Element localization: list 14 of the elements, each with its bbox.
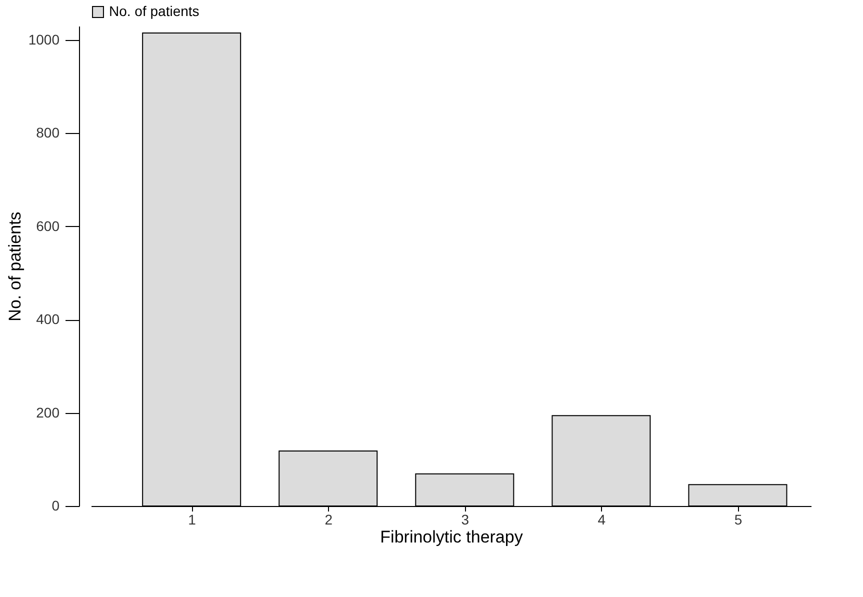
y-tick-label: 800 [36,124,60,141]
x-tick-label: 5 [734,512,742,528]
y-tick-label: 1000 [28,31,60,48]
x-tick-label: 1 [188,512,196,528]
y-tick-label: 600 [36,218,60,234]
x-tick-label: 2 [324,512,333,528]
y-tick-label: 0 [52,498,60,514]
x-tick-label: 3 [461,512,470,528]
y-tick-label: 200 [36,404,60,420]
legend-label: No. of patients [109,3,200,19]
x-tick-label: 4 [598,512,606,528]
y-axis-title: No. of patients [5,212,24,322]
x-axis-title: Fibrinolytic therapy [380,528,524,546]
y-tick-label: 400 [36,311,60,328]
